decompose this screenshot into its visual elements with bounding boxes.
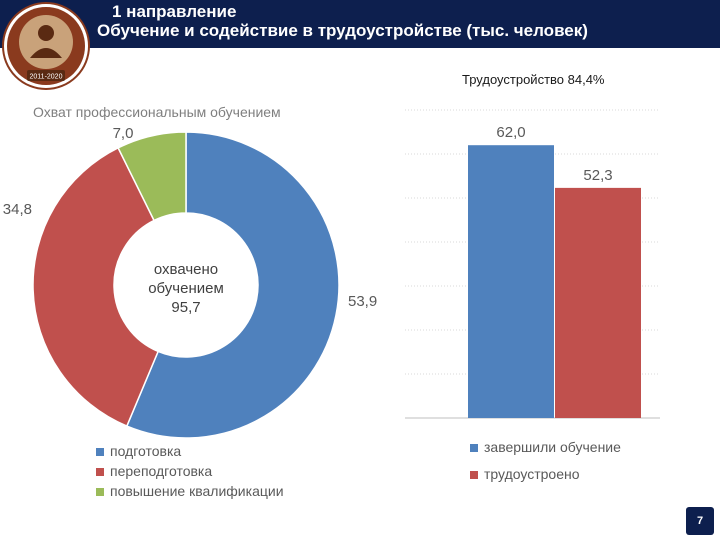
bar-1 (468, 145, 554, 418)
bar-value-label-2: 52,3 (583, 167, 612, 184)
program-logo: 2011-2020 (2, 2, 90, 90)
bar-legend-label-2: трудоустроено (484, 466, 580, 482)
logo-figure-head (38, 25, 54, 41)
donut-value-label-3: 7,0 (113, 125, 134, 142)
donut-legend-label-2: переподготовка (110, 463, 212, 479)
donut-legend-swatch-3 (96, 488, 104, 496)
donut-title: Охват профессиональным обучением (33, 104, 281, 120)
logo-year-plate (27, 70, 65, 81)
donut-legend-swatch-1 (96, 448, 104, 456)
bar-2 (555, 187, 641, 418)
bar-legend-label-1: завершили обучение (484, 439, 621, 455)
logo-years: 2011-2020 (30, 74, 63, 81)
logo-figure-body (30, 48, 62, 58)
donut-legend-label-3: повышение квалификации (110, 483, 284, 499)
bar-legend-swatch-1 (470, 444, 478, 452)
donut-legend-swatch-2 (96, 468, 104, 476)
header-line-2: Обучение и содействие в трудоустройстве … (97, 21, 588, 40)
donut-legend-label-1: подготовка (110, 443, 181, 459)
header-line-1: 1 направление (112, 2, 237, 21)
donut-value-label-1: 53,9 (348, 293, 377, 310)
bar-legend-swatch-2 (470, 471, 478, 479)
bar-value-label-1: 62,0 (496, 124, 525, 141)
donut-slice-2 (32, 146, 160, 428)
bar-chart-title: Трудоустройство 84,4% (462, 72, 605, 87)
donut-value-label-2: 34,8 (3, 201, 32, 218)
header-bar: 1 направление Обучение и содействие в тр… (0, 0, 720, 48)
donut-center-label-line-3: 95,7 (171, 299, 200, 316)
donut-slice-3 (117, 131, 187, 222)
page-number: 7 (686, 507, 714, 535)
donut-center-label-line-2: обучением (148, 280, 224, 297)
donut-center-label-line-1: охвачено (154, 261, 218, 278)
donut-slice-1 (125, 131, 340, 439)
